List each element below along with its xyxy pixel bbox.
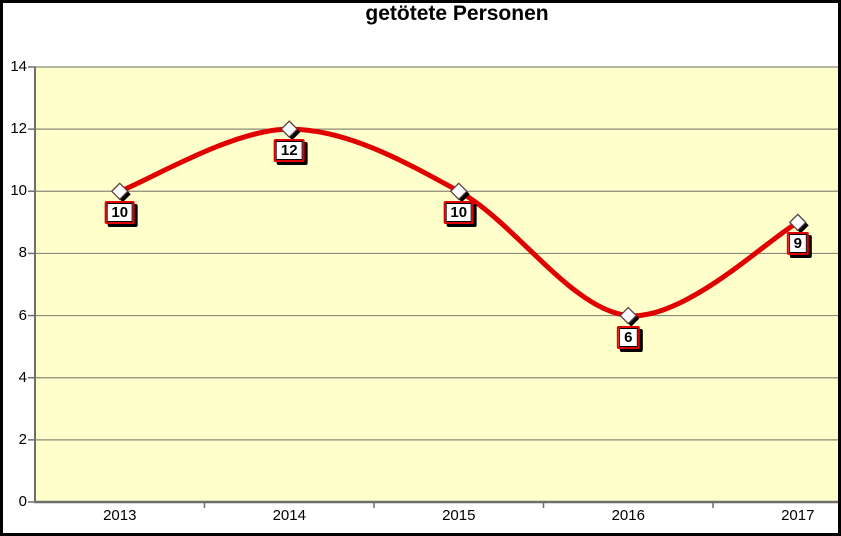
data-label: 9 xyxy=(786,232,809,256)
data-label: 10 xyxy=(443,201,475,225)
chart-title: getötete Personen xyxy=(365,2,549,25)
data-label: 12 xyxy=(273,139,305,163)
x-tick-label: 2014 xyxy=(272,507,306,524)
marker-diamond xyxy=(788,213,807,232)
y-tick-label: 2 xyxy=(18,430,27,448)
x-tick-label: 2015 xyxy=(442,507,476,524)
y-tick-label: 4 xyxy=(18,368,27,386)
marker-diamond xyxy=(619,306,638,325)
y-tick-label: 14 xyxy=(10,58,27,75)
y-tick-label: 0 xyxy=(18,493,27,510)
data-label: 6 xyxy=(617,325,640,349)
marker-diamond xyxy=(280,120,299,139)
x-tick-label: 2016 xyxy=(611,507,645,524)
y-tick-label: 10 xyxy=(10,182,27,200)
plot-background xyxy=(35,67,838,502)
x-tick-label: 2013 xyxy=(103,507,137,524)
x-tick-label: 2017 xyxy=(781,507,815,524)
marker-diamond xyxy=(110,182,129,201)
y-tick-label: 12 xyxy=(10,120,27,138)
data-label: 10 xyxy=(104,201,136,225)
marker-diamond xyxy=(449,182,468,201)
y-tick-label: 8 xyxy=(18,244,27,262)
y-tick-label: 6 xyxy=(18,306,27,324)
